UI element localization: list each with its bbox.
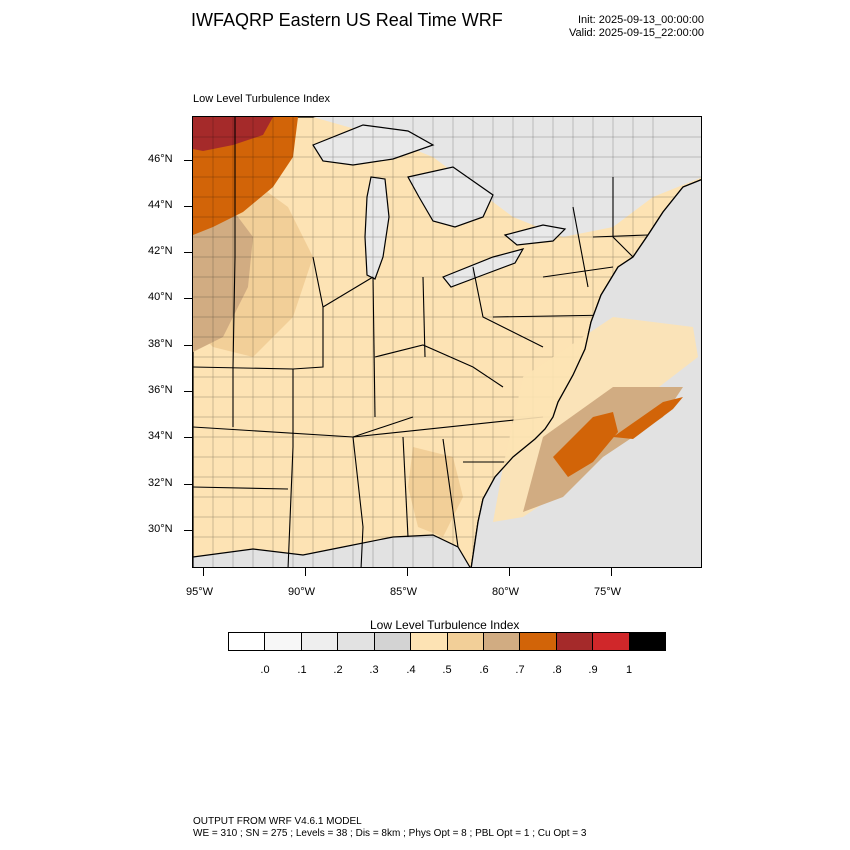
colorbar-swatch bbox=[593, 633, 630, 650]
lat-label: 46°N bbox=[148, 153, 173, 165]
colorbar-swatch bbox=[520, 633, 557, 650]
lat-tick bbox=[184, 391, 192, 392]
offshore-hot-2 bbox=[553, 412, 618, 477]
lon-label: 80°W bbox=[492, 586, 520, 598]
colorbar-label: .5 bbox=[442, 664, 452, 676]
colorbar-swatch bbox=[301, 633, 339, 650]
colorbar-swatch bbox=[411, 633, 448, 650]
colorbar-swatch bbox=[338, 633, 375, 650]
colorbar-label: .4 bbox=[406, 664, 416, 676]
lon-tick bbox=[305, 568, 306, 576]
lon-label: 85°W bbox=[390, 586, 418, 598]
colorbar-label: .6 bbox=[479, 664, 489, 676]
init-time: Init: 2025-09-13_00:00:00 bbox=[578, 14, 704, 26]
lake-michigan bbox=[364, 176, 390, 280]
colorbar bbox=[228, 632, 666, 651]
colorbar-swatch bbox=[229, 633, 266, 650]
model-footer: OUTPUT FROM WRF V4.6.1 MODEL WE = 310 ; … bbox=[193, 816, 586, 840]
lat-label: 32°N bbox=[148, 477, 173, 489]
lat-label: 38°N bbox=[148, 338, 173, 350]
lat-tick bbox=[184, 160, 192, 161]
colorbar-swatch bbox=[556, 633, 594, 650]
colorbar-label: 1 bbox=[625, 664, 633, 676]
coastline bbox=[470, 179, 701, 567]
lon-label: 75°W bbox=[594, 586, 622, 598]
colorbar-swatch bbox=[447, 633, 484, 650]
colorbar-label: .7 bbox=[515, 664, 525, 676]
lat-tick bbox=[184, 484, 192, 485]
lat-tick bbox=[184, 298, 192, 299]
map-panel bbox=[192, 116, 702, 568]
colorbar-label: .1 bbox=[297, 664, 307, 676]
colorbar-label: .8 bbox=[552, 664, 562, 676]
plot-title: IWFAQRP Eastern US Real Time WRF bbox=[191, 10, 503, 30]
lake-ontario bbox=[503, 224, 567, 246]
lon-tick bbox=[407, 568, 408, 576]
valid-time: Valid: 2025-09-15_22:00:00 bbox=[569, 27, 704, 39]
footer-line-2: WE = 310 ; SN = 275 ; Levels = 38 ; Dis … bbox=[193, 828, 587, 839]
colorbar-label: .9 bbox=[588, 664, 598, 676]
colorbar-swatch bbox=[265, 633, 302, 650]
lat-label: 42°N bbox=[148, 245, 173, 257]
lon-label: 95°W bbox=[186, 586, 214, 598]
mid-patch-south bbox=[408, 447, 463, 537]
lat-tick bbox=[184, 206, 192, 207]
colorbar-label: .2 bbox=[333, 664, 343, 676]
colorbar-title: Low Level Turbulence Index bbox=[370, 618, 520, 632]
lat-tick bbox=[184, 345, 192, 346]
field-label: Low Level Turbulence Index bbox=[193, 93, 330, 105]
colorbar-swatch bbox=[629, 633, 666, 650]
lon-tick bbox=[203, 568, 204, 576]
lat-tick bbox=[184, 437, 192, 438]
lat-tick bbox=[184, 252, 192, 253]
lat-label: 40°N bbox=[148, 291, 173, 303]
colorbar-label: .0 bbox=[260, 664, 270, 676]
high-patch-west bbox=[193, 197, 253, 352]
time-info: Init: 2025-09-13_00:00:00 Valid: 2025-09… bbox=[569, 14, 704, 40]
colorbar-swatch bbox=[483, 633, 521, 650]
lat-label: 36°N bbox=[148, 384, 173, 396]
colorbar-label: .3 bbox=[369, 664, 379, 676]
lat-label: 34°N bbox=[148, 430, 173, 442]
lon-tick bbox=[509, 568, 510, 576]
lon-label: 90°W bbox=[288, 586, 316, 598]
map-svg bbox=[193, 117, 701, 567]
colorbar-swatch bbox=[374, 633, 412, 650]
footer-line-1: OUTPUT FROM WRF V4.6.1 MODEL bbox=[193, 816, 362, 827]
offshore-hot-3 bbox=[613, 397, 683, 439]
lat-tick bbox=[184, 530, 192, 531]
lat-label: 30°N bbox=[148, 523, 173, 535]
lon-tick bbox=[611, 568, 612, 576]
lat-label: 44°N bbox=[148, 199, 173, 211]
